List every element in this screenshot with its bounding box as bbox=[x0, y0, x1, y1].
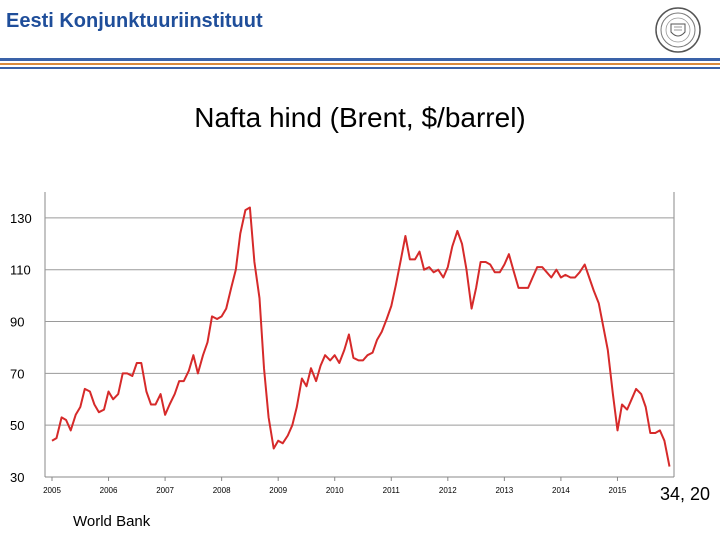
y-tick-label: 50 bbox=[10, 418, 24, 433]
y-tick-label: 110 bbox=[10, 263, 31, 278]
line-chart: 130 110 90 70 50 30 2005 2006 2007 2008 2009 2010 20… bbox=[10, 192, 675, 495]
y-tick-label: 90 bbox=[10, 315, 24, 330]
seal-icon bbox=[655, 7, 701, 53]
last-value-label: 34, 20 bbox=[660, 484, 711, 504]
x-tick-label: 2010 bbox=[326, 486, 344, 495]
x-tick-label: 2015 bbox=[609, 486, 627, 495]
x-tick-label: 2009 bbox=[269, 486, 287, 495]
x-tick-label: 2006 bbox=[100, 486, 118, 495]
x-tick-label: 2012 bbox=[439, 486, 457, 495]
x-tick-label: 2014 bbox=[552, 486, 570, 495]
y-tick-label: 70 bbox=[10, 366, 24, 381]
x-tick-label: 2013 bbox=[495, 486, 513, 495]
x-tick-label: 2005 bbox=[43, 486, 61, 495]
x-tick-label: 2008 bbox=[213, 486, 231, 495]
header-rule-orange bbox=[0, 63, 720, 65]
series-line-brent bbox=[51, 206, 671, 467]
y-tick-label: 130 bbox=[10, 211, 32, 226]
x-tick-label: 2011 bbox=[383, 486, 401, 495]
source-label: World Bank bbox=[73, 513, 151, 530]
chart-title: Nafta hind (Brent, $/barrel) bbox=[194, 102, 526, 133]
header-rule-blue bbox=[0, 58, 720, 61]
y-tick-label: 30 bbox=[10, 470, 24, 485]
header-rule-blue-lower bbox=[0, 67, 720, 69]
header-title: Eesti Konjunktuuriinstituut bbox=[6, 10, 263, 32]
x-tick-label: 2007 bbox=[156, 486, 174, 495]
